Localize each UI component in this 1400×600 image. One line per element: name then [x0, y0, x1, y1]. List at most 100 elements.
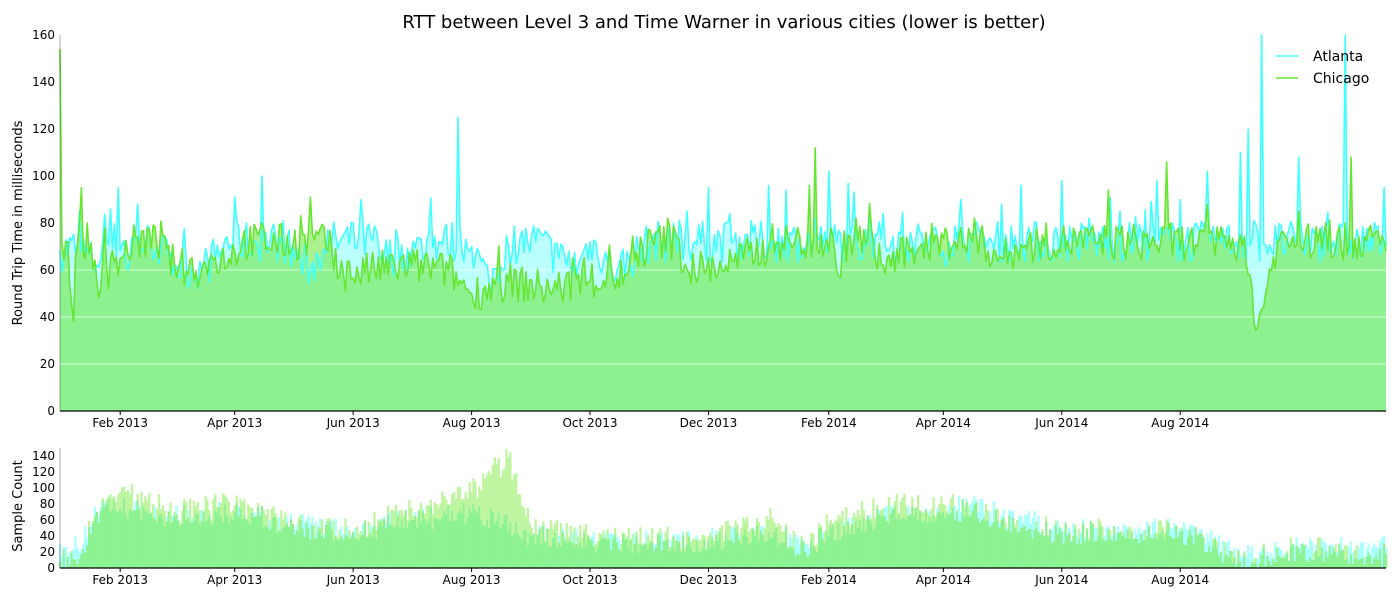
count-bar-chicago	[1181, 527, 1184, 531]
count-bar-overlap	[95, 512, 99, 568]
count-bar-chicago	[649, 540, 652, 543]
count-bar-overlap	[72, 559, 75, 568]
count-bar-chicago	[819, 525, 823, 528]
count-bar-overlap	[453, 520, 456, 568]
count-bar-overlap	[724, 534, 728, 568]
count-x-tick-label: Oct 2013	[562, 573, 617, 587]
count-bar-chicago	[955, 510, 959, 513]
count-bar-overlap	[934, 521, 937, 568]
count-bar-atlanta	[928, 511, 931, 516]
count-bar-chicago	[686, 531, 689, 545]
count-bar-chicago	[394, 504, 397, 526]
count-bar-atlanta	[687, 530, 691, 537]
count-bar-chicago	[860, 501, 863, 531]
count-bar-overlap	[231, 519, 234, 568]
count-bar-chicago	[800, 536, 803, 540]
count-bar-chicago	[1128, 526, 1131, 539]
count-bar-overlap	[1274, 561, 1277, 568]
count-bar-overlap	[101, 500, 104, 568]
count-bar-chicago	[1041, 528, 1044, 532]
count-bar-overlap	[1216, 548, 1219, 568]
count-bar-overlap	[1377, 559, 1380, 568]
count-bar-atlanta	[868, 514, 871, 520]
count-bar-overlap	[1334, 552, 1337, 568]
count-bar-atlanta	[1221, 540, 1225, 563]
count-bar-overlap	[699, 551, 702, 568]
count-bar-atlanta	[1247, 545, 1250, 567]
count-bar-overlap	[437, 521, 440, 568]
count-bar-overlap	[759, 530, 762, 568]
count-bar-chicago	[705, 548, 708, 550]
count-bar-atlanta	[1124, 526, 1127, 538]
count-bar-overlap	[1118, 532, 1122, 568]
count-bar-overlap	[922, 522, 926, 568]
count-bar-chicago	[724, 521, 728, 535]
count-bar-overlap	[1169, 536, 1172, 568]
count-bar-atlanta	[1309, 538, 1312, 558]
count-bar-overlap	[344, 534, 347, 568]
count-bar-chicago	[111, 497, 114, 509]
count-bar-overlap	[381, 525, 384, 568]
count-x-tick-label: Apr 2013	[207, 573, 262, 587]
count-bar-overlap	[643, 544, 646, 568]
count-bar-overlap	[633, 544, 636, 568]
count-bar-overlap	[637, 552, 640, 568]
count-bar-overlap	[416, 527, 419, 568]
count-bar-atlanta	[1126, 527, 1129, 530]
count-bar-overlap	[526, 545, 530, 568]
count-bar-atlanta	[1270, 552, 1273, 565]
count-bar-atlanta	[86, 537, 89, 546]
count-bar-overlap	[588, 540, 592, 568]
count-bar-chicago	[262, 510, 265, 527]
count-bar-overlap	[70, 552, 73, 568]
count-bar-chicago	[559, 523, 563, 546]
count-bar-overlap	[76, 564, 79, 568]
count-bar-atlanta	[1008, 509, 1011, 516]
count-bar-overlap	[1021, 526, 1025, 568]
count-bar-overlap	[1355, 558, 1359, 568]
count-bar-atlanta	[1115, 533, 1118, 541]
count-bar-overlap	[435, 518, 438, 568]
count-bar-chicago	[124, 491, 128, 513]
count-bar-atlanta	[821, 532, 825, 540]
count-bar-chicago	[835, 519, 838, 541]
rtt-x-tick-label: Jun 2013	[326, 416, 380, 430]
count-bar-overlap	[1297, 548, 1300, 568]
count-bar-chicago	[1262, 543, 1265, 547]
count-bar-atlanta	[563, 537, 566, 541]
count-bar-chicago	[895, 493, 898, 520]
count-bar-atlanta	[1150, 534, 1153, 538]
count-bar-chicago	[355, 526, 359, 539]
count-bar-overlap	[501, 523, 504, 568]
count-bar-chicago	[899, 501, 902, 520]
count-bar-chicago	[719, 527, 722, 532]
count-bar-chicago	[528, 523, 531, 533]
count-bar-overlap	[920, 520, 924, 568]
count-bar-overlap	[843, 525, 846, 568]
count-bar-overlap	[1151, 538, 1155, 568]
count-bar-atlanta	[796, 536, 799, 554]
count-bar-atlanta	[575, 529, 578, 544]
count-bar-overlap	[377, 526, 380, 568]
count-bar-overlap	[860, 530, 863, 568]
count-bar-chicago	[1165, 519, 1168, 530]
count-bar-chicago	[1353, 549, 1357, 559]
count-bar-atlanta	[1381, 537, 1384, 567]
count-bar-overlap	[309, 539, 312, 568]
count-bar-overlap	[466, 518, 469, 568]
count-bar-overlap	[961, 499, 964, 568]
count-bar-atlanta	[1237, 549, 1240, 551]
count-bar-overlap	[847, 522, 850, 568]
count-bar-chicago	[816, 544, 819, 552]
count-bar-atlanta	[618, 540, 621, 550]
count-bar-overlap	[895, 519, 898, 568]
count-bar-atlanta	[334, 518, 337, 536]
count-bar-chicago	[689, 541, 693, 547]
count-bar-chicago	[480, 490, 483, 520]
count-bar-chicago	[491, 464, 495, 512]
count-bar-overlap	[278, 530, 281, 568]
count-bar-atlanta	[975, 500, 978, 503]
count-bar-overlap	[990, 524, 994, 568]
count-bar-atlanta	[536, 534, 539, 536]
count-bar-overlap	[408, 522, 411, 568]
